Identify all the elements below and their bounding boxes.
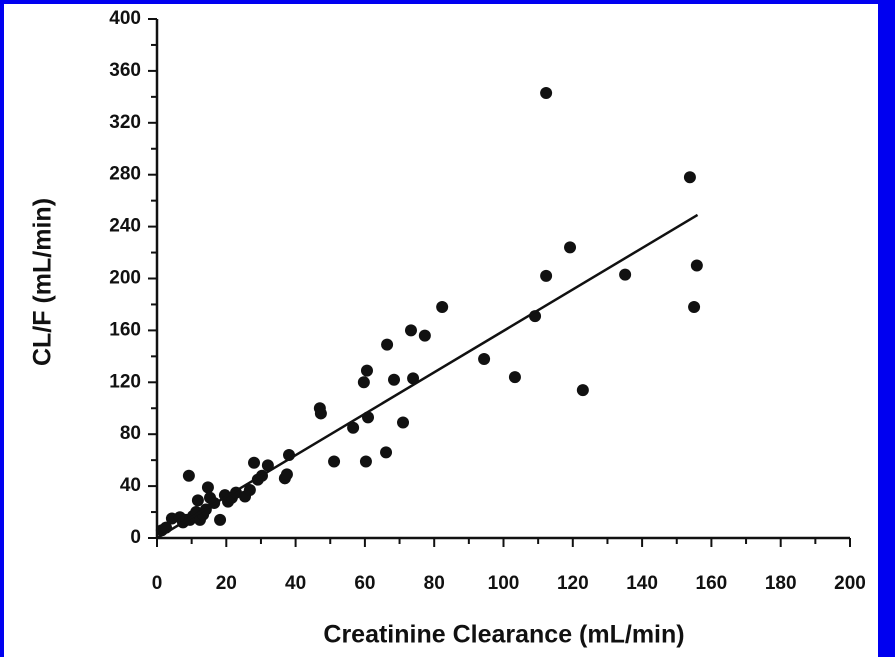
point	[314, 407, 327, 420]
point	[328, 455, 341, 468]
x-axis-label: Creatinine Clearance (mL/min)	[323, 621, 684, 649]
point	[688, 301, 701, 314]
y-tick-label: 160	[109, 319, 141, 340]
point	[404, 324, 417, 337]
y-tick-label: 400	[109, 8, 141, 29]
x-tick-label: 40	[285, 573, 306, 594]
point	[248, 456, 261, 469]
point	[690, 259, 703, 272]
x-tick-label: 0	[152, 573, 163, 594]
point	[214, 513, 227, 526]
x-tick-label: 160	[696, 573, 728, 594]
point	[564, 241, 577, 254]
point	[397, 416, 410, 429]
y-tick-label: 0	[130, 527, 141, 548]
point	[280, 468, 293, 481]
x-tick-label: 120	[557, 573, 589, 594]
y-tick-label: 240	[109, 216, 141, 237]
point	[359, 455, 372, 468]
y-tick-label: 320	[109, 112, 141, 133]
point	[540, 269, 553, 282]
point	[191, 494, 204, 507]
point	[619, 268, 632, 281]
point	[407, 372, 420, 385]
y-tick-label: 360	[109, 60, 141, 81]
point	[347, 421, 360, 434]
point	[418, 329, 431, 342]
y-tick-label: 200	[109, 268, 141, 289]
point	[388, 373, 401, 386]
x-tick-label: 140	[626, 573, 658, 594]
point	[478, 352, 491, 365]
point	[540, 86, 553, 99]
x-tick-label: 80	[424, 573, 445, 594]
y-tick-label: 280	[109, 164, 141, 185]
point	[357, 376, 370, 389]
point	[261, 459, 274, 472]
x-tick-label: 200	[834, 573, 866, 594]
x-tick-label: 180	[765, 573, 797, 594]
point	[436, 301, 449, 314]
x-tick-label: 20	[216, 573, 237, 594]
point	[182, 469, 195, 482]
y-tick-label: 120	[109, 371, 141, 392]
point	[201, 481, 214, 494]
y-tick-label: 80	[120, 423, 141, 444]
point	[360, 364, 373, 377]
x-tick-label: 100	[488, 573, 520, 594]
point	[576, 384, 589, 397]
point	[380, 446, 393, 459]
point	[683, 171, 696, 184]
point	[381, 338, 394, 351]
fit-line	[156, 213, 699, 540]
point	[508, 371, 521, 384]
y-tick-label: 40	[120, 475, 141, 496]
x-tick-label: 60	[354, 573, 375, 594]
y-axis-label: CL/F (mL/min)	[29, 198, 57, 366]
point	[243, 483, 256, 496]
